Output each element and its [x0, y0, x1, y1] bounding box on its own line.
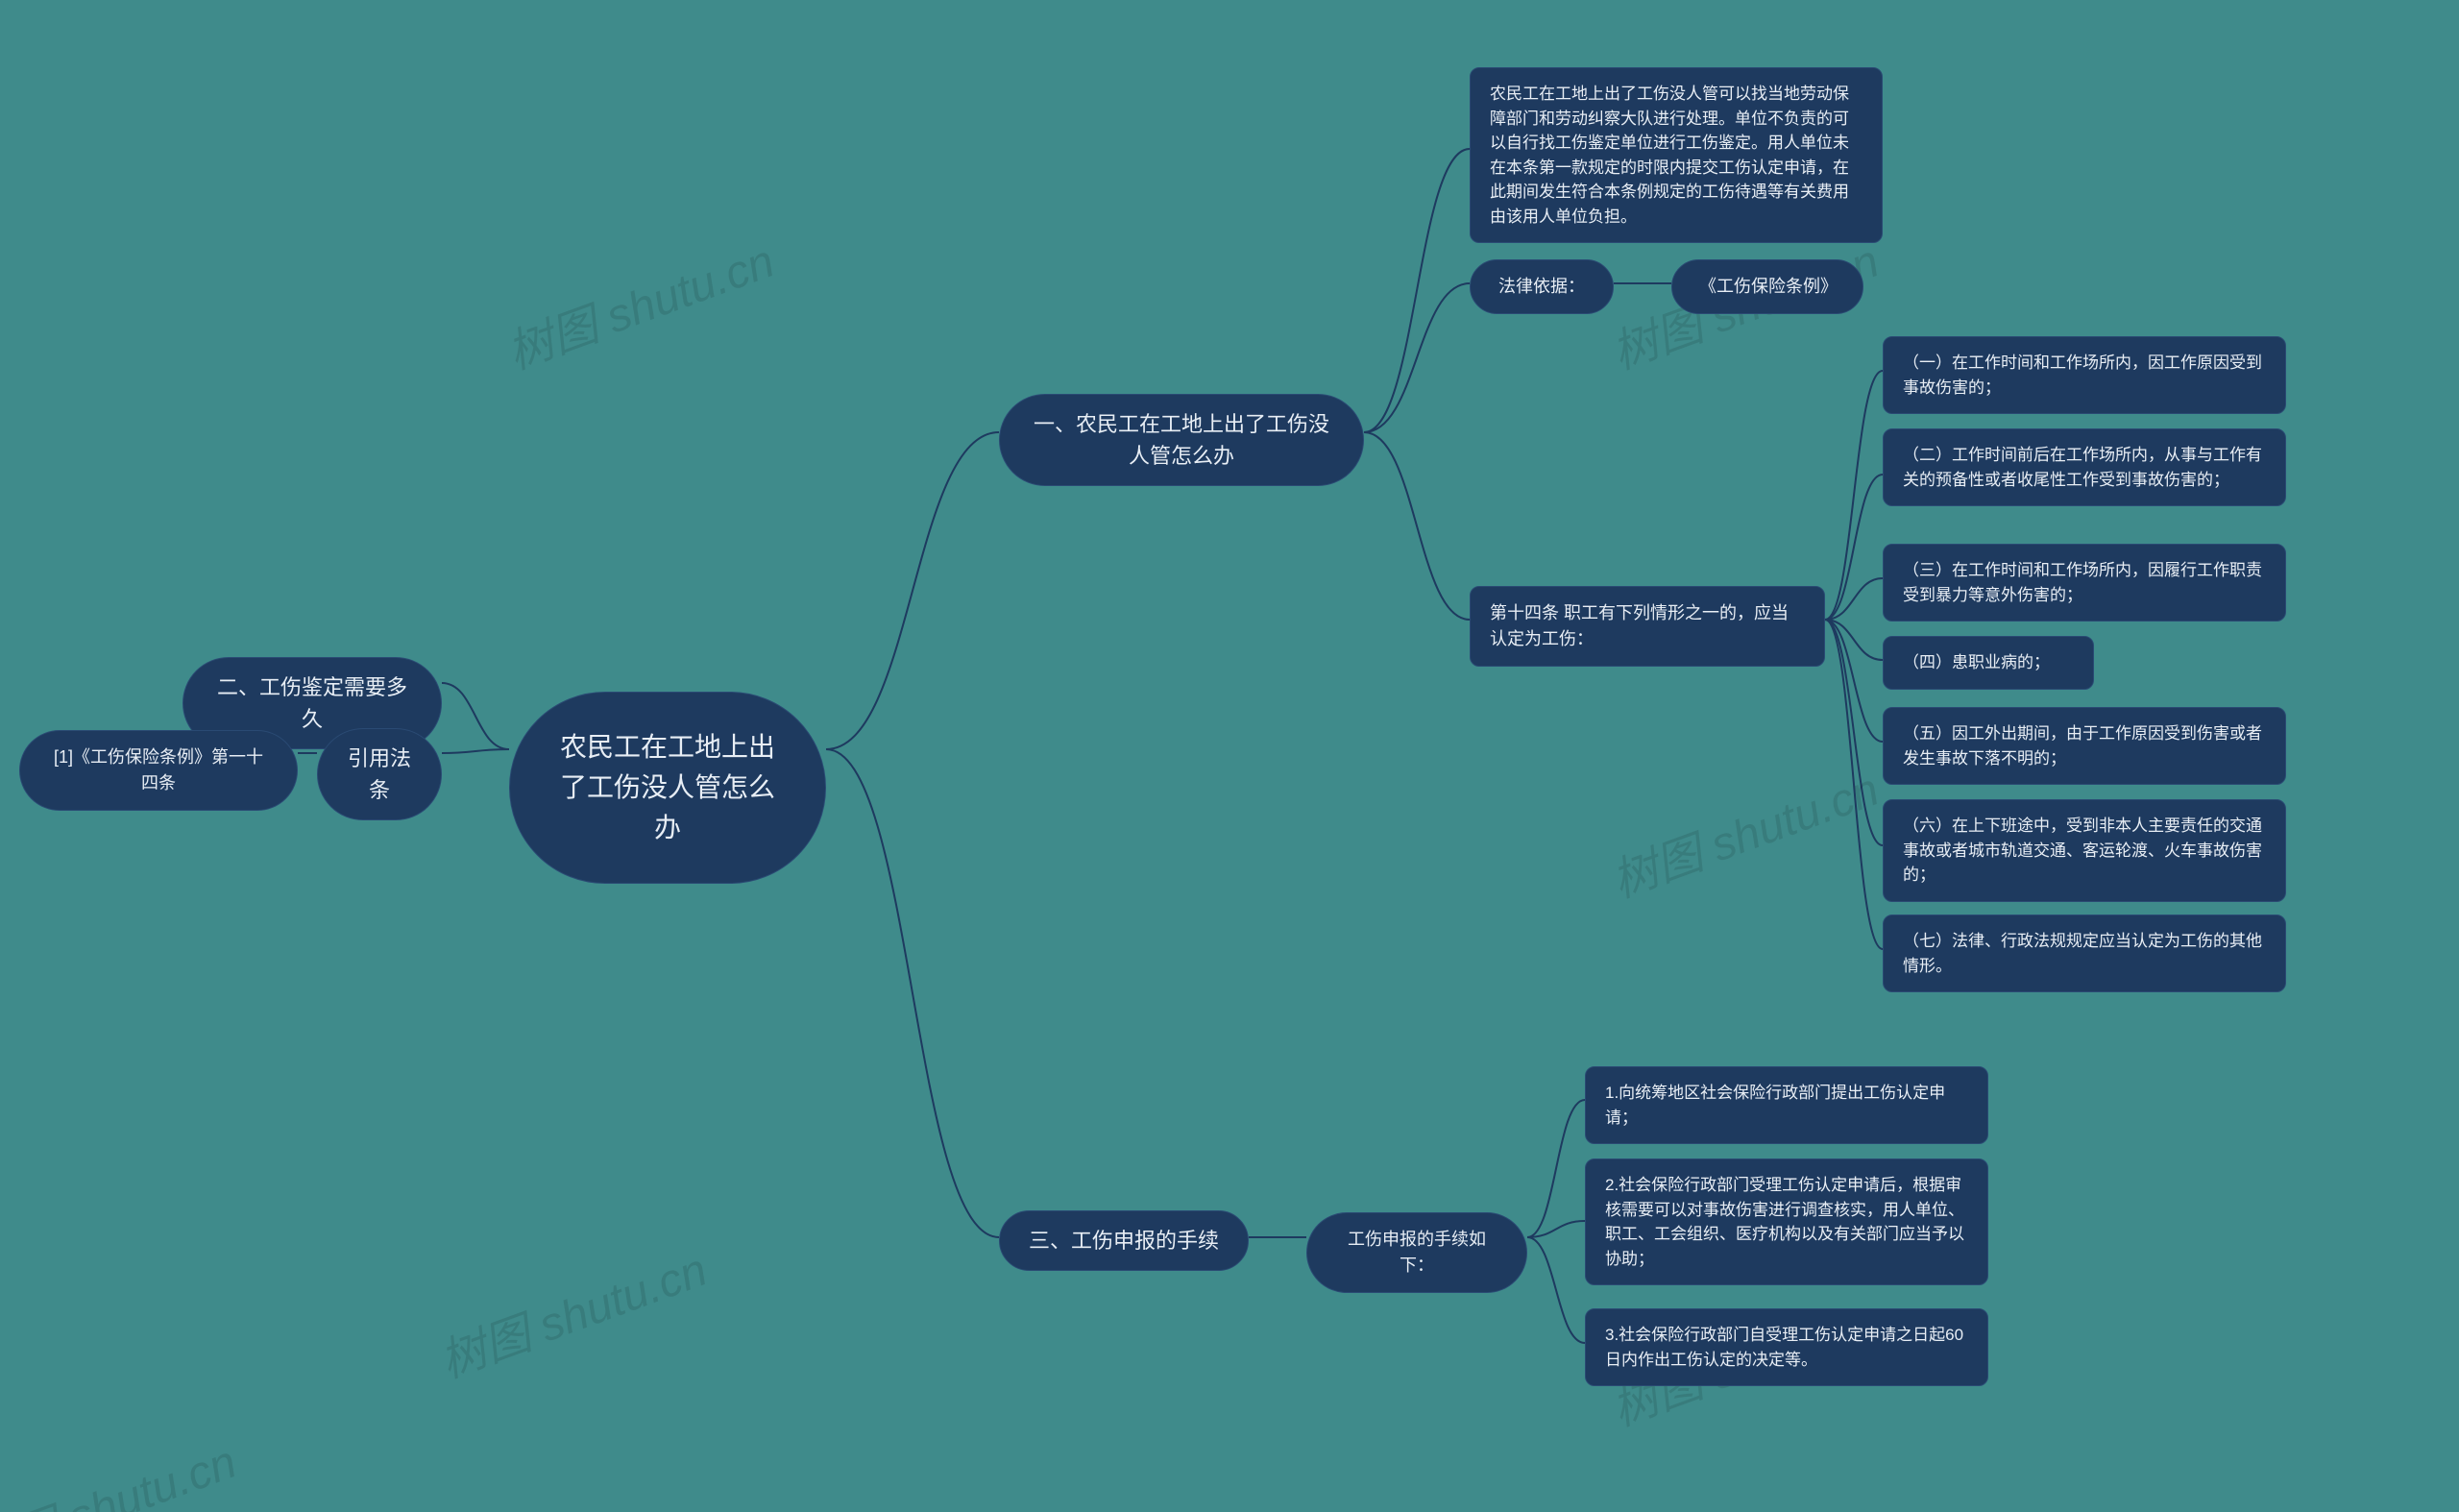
branch-left-2a[interactable]: [1]《工伤保险条例》第一十四条	[19, 730, 298, 811]
node-r2a3[interactable]: 3.社会保险行政部门自受理工伤认定申请之日起60日内作出工伤认定的决定等。	[1585, 1308, 1988, 1386]
node-r1c[interactable]: 第十四条 职工有下列情形之一的，应当认定为工伤：	[1470, 586, 1825, 667]
node-r1c1[interactable]: （一）在工作时间和工作场所内，因工作原因受到事故伤害的；	[1883, 336, 2286, 414]
root-node[interactable]: 农民工在工地上出了工伤没人管怎么办	[509, 692, 826, 884]
node-r1c3[interactable]: （三）在工作时间和工作场所内，因履行工作职责受到暴力等意外伤害的；	[1883, 544, 2286, 622]
node-label: 工伤申报的手续如下：	[1334, 1227, 1499, 1279]
watermark: 树图 shutu.cn	[429, 1232, 715, 1390]
node-label: （三）在工作时间和工作场所内，因履行工作职责受到暴力等意外伤害的；	[1903, 558, 2266, 607]
node-r1b[interactable]: 法律依据：	[1470, 259, 1614, 314]
branch-r2[interactable]: 三、工伤申报的手续	[999, 1210, 1249, 1271]
node-r2a[interactable]: 工伤申报的手续如下：	[1306, 1212, 1527, 1293]
node-r1b1[interactable]: 《工伤保险条例》	[1671, 259, 1863, 314]
node-label: 引用法条	[345, 743, 414, 806]
node-label: 一、农民工在工地上出了工伤没人管怎么办	[1027, 408, 1336, 472]
node-r2a1[interactable]: 1.向统筹地区社会保险行政部门提出工伤认定申请；	[1585, 1066, 1988, 1144]
watermark: 树图 shutu.cn	[1601, 751, 1887, 910]
node-label: [1]《工伤保险条例》第一十四条	[47, 744, 270, 796]
watermark: 树图 shutu.cn	[497, 223, 782, 381]
node-r1c4[interactable]: （四）患职业病的；	[1883, 636, 2094, 690]
node-label: （一）在工作时间和工作场所内，因工作原因受到事故伤害的；	[1903, 351, 2266, 400]
node-label: （六）在上下班途中，受到非本人主要责任的交通事故或者城市轨道交通、客运轮渡、火车…	[1903, 814, 2266, 888]
node-r1c5[interactable]: （五）因工外出期间，由于工作原因受到伤害或者发生事故下落不明的；	[1883, 707, 2286, 785]
node-label: 1.向统筹地区社会保险行政部门提出工伤认定申请；	[1605, 1081, 1968, 1130]
root-label: 农民工在工地上出了工伤没人管怎么办	[548, 727, 787, 848]
node-label: （五）因工外出期间，由于工作原因受到伤害或者发生事故下落不明的；	[1903, 721, 2266, 770]
node-r1c7[interactable]: （七）法律、行政法规规定应当认定为工伤的其他情形。	[1883, 915, 2286, 992]
node-label: 二、工伤鉴定需要多久	[210, 671, 414, 735]
node-label: 3.社会保险行政部门自受理工伤认定申请之日起60日内作出工伤认定的决定等。	[1605, 1323, 1968, 1372]
node-label: （四）患职业病的；	[1903, 650, 2050, 675]
node-label: 2.社会保险行政部门受理工伤认定申请后，根据审核需要可以对事故伤害进行调查核实，…	[1605, 1173, 1968, 1271]
node-r1c6[interactable]: （六）在上下班途中，受到非本人主要责任的交通事故或者城市轨道交通、客运轮渡、火车…	[1883, 799, 2286, 902]
node-label: （七）法律、行政法规规定应当认定为工伤的其他情形。	[1903, 929, 2266, 978]
node-label: 三、工伤申报的手续	[1029, 1225, 1219, 1256]
node-label: 农民工在工地上出了工伤没人管可以找当地劳动保障部门和劳动纠察大队进行处理。单位不…	[1490, 82, 1863, 229]
node-label: 法律依据：	[1498, 274, 1585, 300]
node-label: 《工伤保险条例》	[1699, 274, 1836, 300]
node-label: 第十四条 职工有下列情形之一的，应当认定为工伤：	[1490, 600, 1805, 652]
node-r1c2[interactable]: （二）工作时间前后在工作场所内，从事与工作有关的预备性或者收尾性工作受到事故伤害…	[1883, 428, 2286, 506]
branch-r1[interactable]: 一、农民工在工地上出了工伤没人管怎么办	[999, 394, 1364, 486]
watermark: 树图 shutu.cn	[0, 1424, 244, 1512]
node-label: （二）工作时间前后在工作场所内，从事与工作有关的预备性或者收尾性工作受到事故伤害…	[1903, 443, 2266, 492]
branch-left-2[interactable]: 引用法条	[317, 728, 442, 820]
node-r1a[interactable]: 农民工在工地上出了工伤没人管可以找当地劳动保障部门和劳动纠察大队进行处理。单位不…	[1470, 67, 1883, 243]
node-r2a2[interactable]: 2.社会保险行政部门受理工伤认定申请后，根据审核需要可以对事故伤害进行调查核实，…	[1585, 1158, 1988, 1285]
